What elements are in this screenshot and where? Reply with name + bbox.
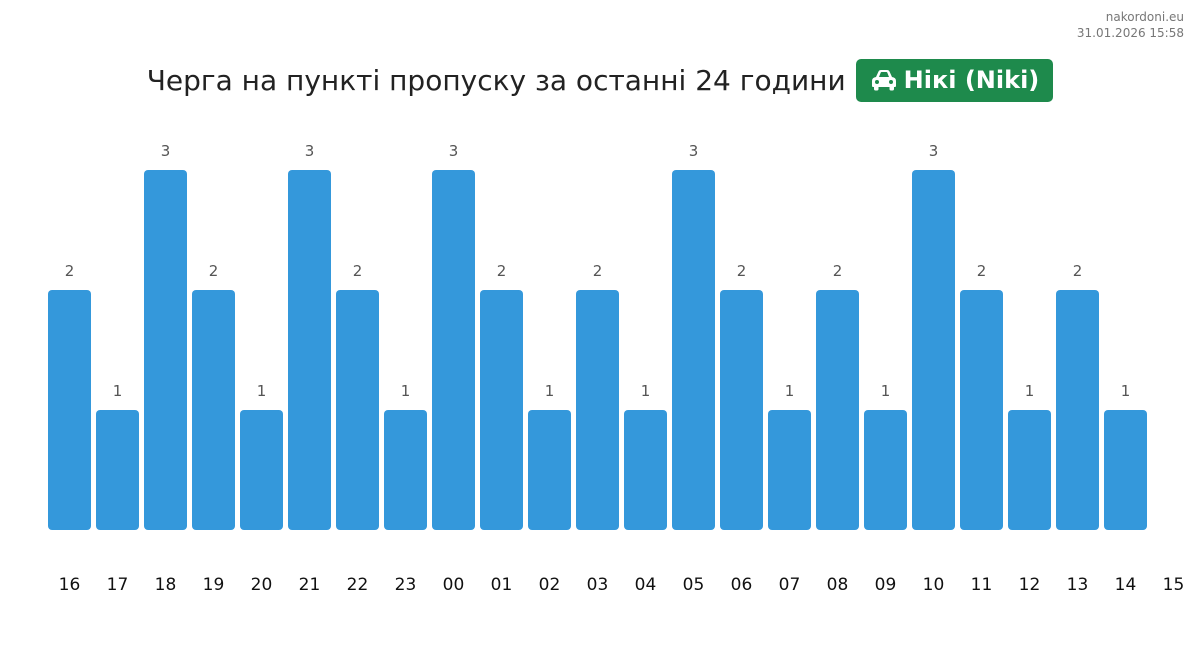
x-tick-11: 11: [971, 575, 993, 595]
x-tick-19: 19: [203, 575, 225, 595]
data-label-12: 1: [1025, 382, 1035, 400]
x-tick-07: 07: [779, 575, 801, 595]
data-label-16: 2: [65, 262, 75, 280]
data-label-13: 2: [1073, 262, 1083, 280]
bar-00: [432, 170, 475, 530]
data-label-06: 2: [737, 262, 747, 280]
x-tick-08: 08: [827, 575, 849, 595]
x-tick-18: 18: [155, 575, 177, 595]
bar-18: [144, 170, 187, 530]
data-label-03: 2: [593, 262, 603, 280]
bar-01: [480, 290, 523, 530]
data-label-11: 2: [977, 262, 987, 280]
data-label-19: 2: [209, 262, 219, 280]
x-tick-21: 21: [299, 575, 321, 595]
bar-08: [816, 290, 859, 530]
data-label-00: 3: [449, 142, 459, 160]
bar-21: [288, 170, 331, 530]
x-tick-12: 12: [1019, 575, 1041, 595]
x-tick-06: 06: [731, 575, 753, 595]
data-label-10: 3: [929, 142, 939, 160]
bar-19: [192, 290, 235, 530]
bar-20: [240, 410, 283, 530]
data-label-05: 3: [689, 142, 699, 160]
bar-23: [384, 410, 427, 530]
x-tick-20: 20: [251, 575, 273, 595]
checkpoint-name: Нікі (Niki): [903, 66, 1040, 94]
data-label-20: 1: [257, 382, 267, 400]
bar-17: [96, 410, 139, 530]
x-tick-04: 04: [635, 575, 657, 595]
x-tick-13: 13: [1067, 575, 1089, 595]
data-label-18: 3: [161, 142, 171, 160]
site-name: nakordoni.eu: [1105, 10, 1184, 24]
bar-04: [624, 410, 667, 530]
car-icon: [871, 70, 896, 91]
bar-09: [864, 410, 907, 530]
data-label-23: 1: [401, 382, 411, 400]
x-tick-14: 14: [1115, 575, 1137, 595]
data-label-17: 1: [113, 382, 123, 400]
bar-05: [672, 170, 715, 530]
timestamp: 31.01.2026 15:58: [1076, 26, 1184, 40]
data-label-07: 1: [785, 382, 795, 400]
data-label-02: 1: [545, 382, 555, 400]
x-tick-09: 09: [875, 575, 897, 595]
x-tick-17: 17: [107, 575, 129, 595]
data-label-21: 3: [305, 142, 315, 160]
x-tick-10: 10: [923, 575, 945, 595]
bar-03: [576, 290, 619, 530]
bar-12: [1008, 410, 1051, 530]
bar-06: [720, 290, 763, 530]
data-label-14: 1: [1121, 382, 1131, 400]
page-title: Черга на пункті пропуску за останні 24 г…: [146, 63, 846, 97]
bar-22: [336, 290, 379, 530]
bar-11: [960, 290, 1003, 530]
data-label-22: 2: [353, 262, 363, 280]
checkpoint-badge: Нікі (Niki): [855, 58, 1054, 102]
x-tick-01: 01: [491, 575, 513, 595]
bar-10: [912, 170, 955, 530]
data-label-09: 1: [881, 382, 891, 400]
x-tick-05: 05: [683, 575, 705, 595]
x-tick-23: 23: [395, 575, 417, 595]
x-tick-02: 02: [539, 575, 561, 595]
bar-16: [48, 290, 91, 530]
chart-header: Черга на пункті пропуску за останні 24 г…: [0, 58, 1200, 102]
x-tick-03: 03: [587, 575, 609, 595]
site-info: nakordoni.eu 31.01.2026 15:58: [1077, 9, 1184, 41]
data-label-08: 2: [833, 262, 843, 280]
data-label-01: 2: [497, 262, 507, 280]
bar-13: [1056, 290, 1099, 530]
x-tick-00: 00: [443, 575, 465, 595]
bar-02: [528, 410, 571, 530]
x-tick-16: 16: [59, 575, 81, 595]
x-tick-22: 22: [347, 575, 369, 595]
x-tick-15: 15: [1163, 575, 1185, 595]
bar-07: [768, 410, 811, 530]
data-label-04: 1: [641, 382, 651, 400]
bar-14: [1104, 410, 1147, 530]
